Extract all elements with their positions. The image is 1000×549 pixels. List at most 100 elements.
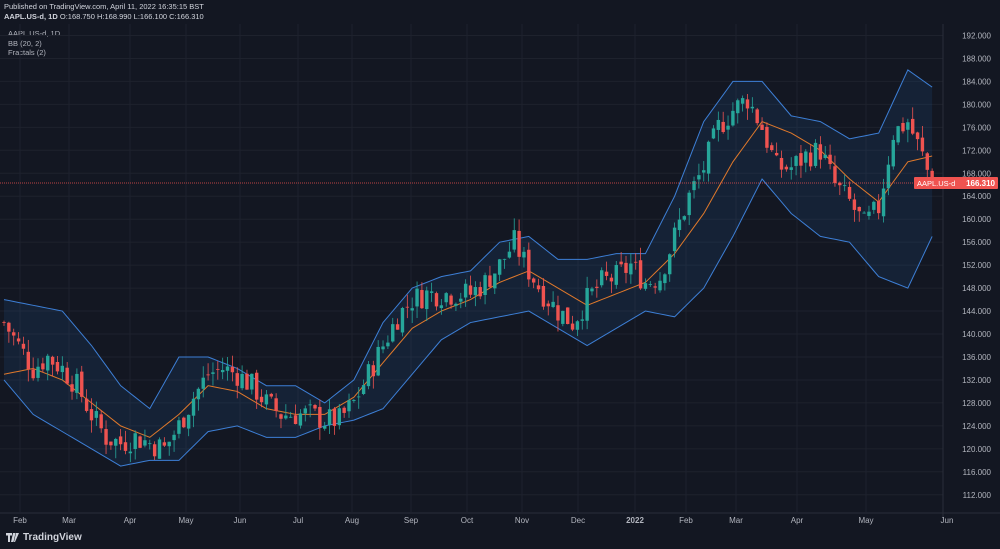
candle-body[interactable] bbox=[459, 298, 463, 302]
candle-body[interactable] bbox=[468, 285, 473, 295]
candle-body[interactable] bbox=[191, 398, 196, 416]
candle-body[interactable] bbox=[16, 338, 21, 342]
candle-body[interactable] bbox=[653, 286, 657, 288]
candle-body[interactable] bbox=[799, 153, 803, 166]
candle-body[interactable] bbox=[886, 164, 891, 189]
candle-body[interactable] bbox=[833, 166, 837, 184]
candle-body[interactable] bbox=[449, 295, 453, 305]
candle-body[interactable] bbox=[152, 444, 157, 457]
candle-body[interactable] bbox=[463, 283, 468, 298]
candle-body[interactable] bbox=[114, 438, 118, 446]
price-tag[interactable] bbox=[914, 176, 998, 189]
candle-body[interactable] bbox=[813, 142, 818, 166]
candle-body[interactable] bbox=[702, 170, 706, 173]
candle-body[interactable] bbox=[541, 285, 546, 307]
candle-body[interactable] bbox=[677, 219, 682, 231]
candle-body[interactable] bbox=[104, 429, 108, 445]
candle-body[interactable] bbox=[133, 433, 137, 450]
candle-body[interactable] bbox=[789, 167, 793, 170]
candle-body[interactable] bbox=[41, 363, 45, 370]
candle-body[interactable] bbox=[55, 362, 60, 372]
candle-body[interactable] bbox=[842, 185, 847, 187]
candle-body[interactable] bbox=[230, 366, 235, 373]
candle-body[interactable] bbox=[143, 440, 147, 446]
candle-body[interactable] bbox=[512, 230, 516, 250]
candle-body[interactable] bbox=[289, 416, 293, 418]
candle-body[interactable] bbox=[123, 442, 128, 451]
candle-body[interactable] bbox=[600, 270, 604, 286]
legend-title[interactable]: AAPL.US-d, 1D bbox=[8, 29, 61, 38]
candle-body[interactable] bbox=[692, 181, 696, 191]
candle-body[interactable] bbox=[274, 398, 278, 411]
candle-body[interactable] bbox=[376, 346, 380, 376]
candle-body[interactable] bbox=[235, 373, 239, 386]
candle-body[interactable] bbox=[736, 100, 740, 114]
candle-body[interactable] bbox=[264, 394, 269, 405]
candle-body[interactable] bbox=[687, 192, 691, 216]
candle-body[interactable] bbox=[245, 373, 249, 390]
candle-body[interactable] bbox=[906, 122, 910, 130]
candle-body[interactable] bbox=[648, 284, 652, 285]
candle-body[interactable] bbox=[517, 230, 521, 257]
candle-body[interactable] bbox=[172, 434, 176, 441]
candle-body[interactable] bbox=[391, 324, 395, 342]
candle-body[interactable] bbox=[381, 346, 385, 350]
candle-body[interactable] bbox=[216, 368, 220, 370]
candle-body[interactable] bbox=[70, 384, 74, 392]
candle-body[interactable] bbox=[658, 280, 662, 291]
candle-body[interactable] bbox=[852, 199, 857, 210]
candle-body[interactable] bbox=[361, 385, 366, 394]
candle-body[interactable] bbox=[478, 287, 482, 297]
candle-body[interactable] bbox=[536, 285, 541, 290]
candle-body[interactable] bbox=[225, 366, 230, 371]
candle-body[interactable] bbox=[891, 139, 895, 167]
candle-body[interactable] bbox=[502, 258, 507, 260]
candle-body[interactable] bbox=[405, 306, 410, 308]
candle-body[interactable] bbox=[400, 307, 405, 333]
candle-body[interactable] bbox=[925, 153, 929, 170]
candle-body[interactable] bbox=[527, 249, 531, 280]
candle-body[interactable] bbox=[881, 188, 886, 217]
candle-body[interactable] bbox=[337, 408, 341, 426]
candle-body[interactable] bbox=[774, 152, 779, 156]
candle-body[interactable] bbox=[706, 141, 711, 174]
candle-body[interactable] bbox=[488, 275, 492, 287]
candle-body[interactable] bbox=[298, 413, 303, 426]
candle-body[interactable] bbox=[590, 288, 594, 292]
candle-body[interactable] bbox=[915, 132, 920, 140]
candle-body[interactable] bbox=[808, 152, 813, 167]
candle-body[interactable] bbox=[901, 122, 905, 132]
candle-body[interactable] bbox=[716, 119, 721, 130]
candle-body[interactable] bbox=[12, 332, 16, 336]
candle-body[interactable] bbox=[838, 182, 842, 186]
candle-body[interactable] bbox=[395, 324, 400, 330]
candle-body[interactable] bbox=[250, 373, 254, 390]
candle-body[interactable] bbox=[682, 216, 687, 220]
candle-body[interactable] bbox=[196, 388, 201, 400]
candle-body[interactable] bbox=[634, 261, 638, 263]
candle-body[interactable] bbox=[595, 286, 599, 288]
candle-body[interactable] bbox=[313, 405, 317, 409]
candle-body[interactable] bbox=[352, 400, 356, 402]
candle-body[interactable] bbox=[522, 251, 526, 258]
candle-body[interactable] bbox=[75, 373, 79, 393]
candle-body[interactable] bbox=[167, 441, 171, 447]
candle-body[interactable] bbox=[779, 157, 784, 170]
candle-body[interactable] bbox=[415, 288, 419, 307]
candle-body[interactable] bbox=[342, 407, 346, 413]
candle-body[interactable] bbox=[50, 356, 55, 365]
candle-body[interactable] bbox=[162, 442, 167, 446]
candle-body[interactable] bbox=[201, 377, 205, 389]
tradingview-brand[interactable]: TradingView bbox=[6, 532, 82, 543]
candle-body[interactable] bbox=[269, 393, 273, 397]
candle-body[interactable] bbox=[794, 156, 798, 166]
candle-body[interactable] bbox=[493, 273, 497, 289]
candle-body[interactable] bbox=[89, 409, 94, 421]
candle-body[interactable] bbox=[609, 277, 614, 282]
candle-body[interactable] bbox=[318, 406, 322, 428]
candle-body[interactable] bbox=[755, 109, 759, 124]
candle-body[interactable] bbox=[663, 274, 667, 284]
candle-body[interactable] bbox=[828, 154, 832, 165]
candle-body[interactable] bbox=[357, 396, 361, 398]
